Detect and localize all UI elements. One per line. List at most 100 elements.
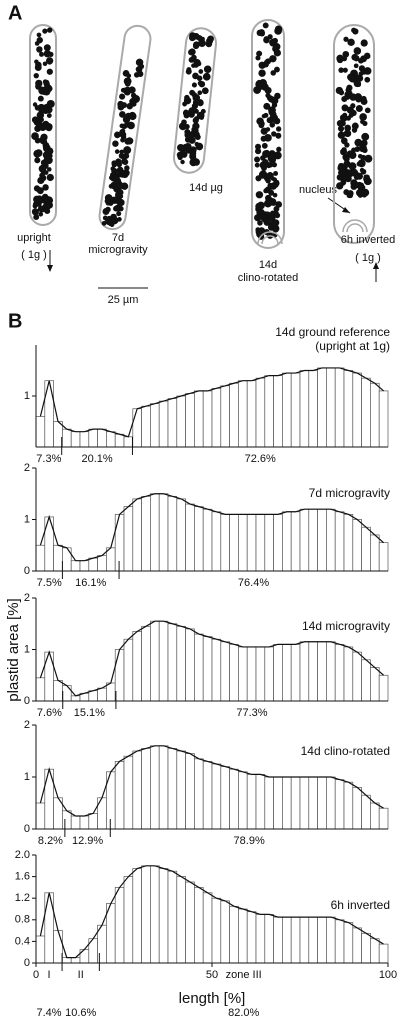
chart-title: 7d microgravity [309,486,390,500]
plastid [195,142,204,151]
zone-share: 7.4% [36,1007,61,1019]
bar [70,560,81,572]
plastid [357,192,363,198]
bar [352,519,362,572]
plastid [336,54,344,63]
plastid [272,192,278,198]
bar [167,398,178,448]
x-axis-label: length [%] [179,990,246,1007]
bar [273,513,283,572]
plastid [270,70,277,76]
cell-label: upright [17,232,51,244]
bar [194,887,204,964]
bar [79,815,90,830]
plastid [263,188,269,194]
plastid [340,148,348,156]
plastid [42,184,49,191]
panel-label: A [8,2,22,24]
bar [238,380,248,448]
plastid [119,111,126,118]
bar [202,892,213,964]
bar [158,745,169,830]
bar [273,776,283,830]
bar [106,431,116,448]
bar [290,511,301,572]
plastid [359,113,367,121]
bar [334,919,345,964]
plastid [344,124,352,132]
cell-label: 14d [259,259,277,271]
plastid [188,107,197,115]
plastid [263,36,270,44]
bar [114,649,125,702]
bar [334,779,345,830]
plastid [258,122,265,129]
plastid [267,34,273,40]
bar [88,428,98,448]
bar [220,385,230,448]
bar [343,370,354,448]
bar [185,503,195,572]
zone-share: 20.1% [81,453,112,465]
plastid [114,205,120,211]
bar [282,916,292,964]
bar [158,620,169,702]
plastid [119,183,124,189]
bar [176,750,186,830]
plastid [352,28,359,35]
bar [352,651,362,702]
cell-drawing [333,24,375,244]
plastid [335,86,344,95]
bar [299,370,310,448]
bar [220,641,230,702]
plastid [182,101,188,107]
plastid [257,220,263,226]
bar [132,498,142,572]
bar [79,560,90,572]
bar [185,393,195,448]
plastid [269,38,278,47]
bar [88,690,98,702]
plastid [119,93,126,100]
plastid [198,39,206,47]
bar [62,810,72,830]
plastid [266,172,274,180]
bar [246,646,257,702]
bar [123,436,134,448]
plastid [35,199,41,206]
bar [246,513,257,572]
plastid [338,67,344,73]
bar [308,641,318,702]
bar [273,916,283,964]
bar [238,771,248,830]
bar [141,748,151,830]
plastid [338,170,343,176]
bar [317,508,327,572]
bar [255,513,266,572]
plastid [201,87,209,95]
plastid [105,200,111,206]
y-tick-label: 0 [24,695,30,707]
plastid [190,91,196,96]
plastid [264,149,270,155]
plastid [274,66,280,73]
plastid [274,212,281,219]
plastid [261,142,268,149]
plastid [275,126,282,132]
chart-title: 14d microgravity [302,619,390,633]
plastid [184,94,190,101]
plastid [339,114,348,122]
bar [378,943,389,964]
plastid [194,134,201,141]
plastid [102,215,108,221]
plastid [112,180,119,187]
bar [238,908,248,964]
zone-name: II [78,969,84,981]
plastid [192,72,199,80]
plastid [341,104,349,112]
bar [334,643,345,702]
plastid [269,210,276,216]
plastid [126,137,134,145]
arrow-head [342,207,350,213]
chart-title: 14d ground reference [275,325,390,339]
